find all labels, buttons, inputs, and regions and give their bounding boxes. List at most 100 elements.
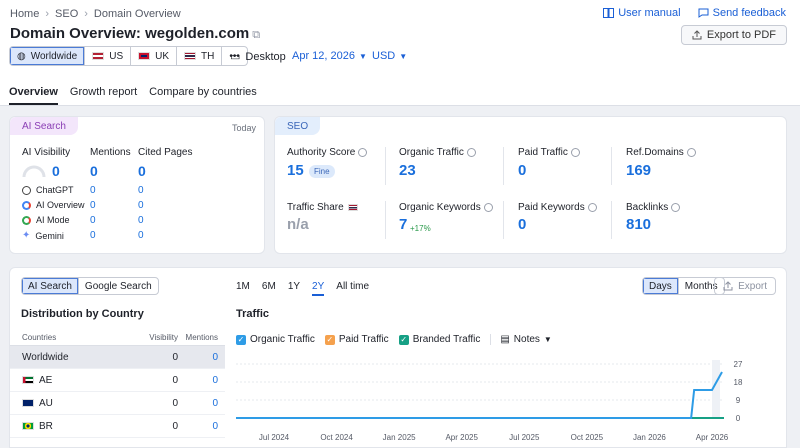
visibility-gauge: [22, 165, 46, 178]
google-icon: [22, 215, 31, 225]
legend-organic[interactable]: ✓ Organic Traffic: [236, 334, 315, 345]
tab-ai-search[interactable]: AI Search: [22, 278, 79, 294]
geo-us[interactable]: US: [85, 47, 132, 65]
info-icon[interactable]: [686, 147, 696, 157]
info-icon[interactable]: [570, 147, 580, 157]
send-feedback-link[interactable]: Send feedback: [698, 7, 786, 19]
breadcrumb-seo[interactable]: SEO: [55, 8, 79, 20]
mentions-cell[interactable]: 0: [212, 397, 218, 409]
desktop-icon: ▭: [230, 51, 241, 63]
geo-th[interactable]: TH: [177, 47, 223, 65]
paid-traffic-value[interactable]: 0: [518, 162, 527, 179]
backlinks-value[interactable]: 810: [626, 216, 652, 233]
paid-traffic-label: Paid Traffic: [518, 147, 580, 158]
info-icon[interactable]: [358, 147, 368, 157]
tab-compare-countries[interactable]: Compare by countries: [149, 86, 257, 98]
export-pdf-button[interactable]: Export to PDF: [680, 25, 787, 45]
range-6m[interactable]: 6M: [261, 281, 276, 292]
top-links: User manual Send feedback: [589, 7, 786, 21]
organic-traffic-value[interactable]: 23: [399, 162, 416, 179]
x-tick-label: Apr 2026: [696, 433, 729, 442]
ai-overview-cited[interactable]: 0: [138, 200, 144, 211]
breadcrumb-home[interactable]: Home: [10, 8, 40, 20]
traffic-share-label: Traffic Share: [287, 202, 363, 213]
ai-visibility-value[interactable]: 0: [52, 163, 60, 179]
ai-overview-mentions[interactable]: 0: [90, 200, 96, 211]
visibility-cell: 0: [172, 374, 178, 386]
organic-keywords-value[interactable]: 7: [399, 216, 408, 233]
tab-google-search[interactable]: Google Search: [84, 280, 152, 292]
range-all-time[interactable]: All time: [336, 281, 370, 292]
visibility-cell: 0: [172, 397, 178, 409]
gemini-cited[interactable]: 0: [138, 230, 144, 241]
device-select[interactable]: ▭ Desktop: [230, 50, 286, 64]
header: Home › SEO › Domain Overview Domain Overview…: [0, 0, 800, 106]
info-icon[interactable]: [466, 147, 476, 157]
authority-score-label: Authority Score: [287, 147, 368, 158]
legend-branded[interactable]: ✓ Branded Traffic: [398, 334, 481, 345]
tab-overview[interactable]: Overview: [9, 86, 58, 105]
range-1y[interactable]: 1Y: [287, 281, 301, 292]
legend-paid[interactable]: ✓ Paid Traffic: [324, 334, 389, 345]
cited-pages-label: Cited Pages: [138, 147, 193, 158]
currency-select[interactable]: USD ▼: [372, 50, 408, 62]
x-tick-label: Jul 2025: [509, 433, 540, 442]
upload-icon: [723, 281, 733, 291]
chart-legend: ✓ Organic Traffic ✓ Paid Traffic ✓ Branded …: [236, 334, 552, 345]
traffic-title: Traffic: [236, 308, 270, 320]
gemini-mentions[interactable]: 0: [90, 230, 96, 241]
paid-keywords-label: Paid Keywords: [518, 202, 597, 213]
mentions-cell[interactable]: 0: [212, 374, 218, 386]
tab-months[interactable]: Months: [684, 280, 718, 292]
distribution-title: Distribution by Country: [21, 308, 144, 320]
country-name: BR: [39, 420, 53, 432]
upload-icon: [692, 30, 702, 40]
domain-link[interactable]: wegolden.com: [145, 25, 250, 42]
country-name: AU: [39, 397, 53, 409]
header-visibility: Visibility: [149, 333, 178, 342]
range-2y[interactable]: 2Y: [312, 281, 325, 296]
table-row[interactable]: AE 0 0: [10, 369, 225, 392]
us-flag-icon: [92, 52, 105, 60]
x-tick-label: Jul 2024: [259, 433, 290, 442]
paid-keywords-value[interactable]: 0: [518, 216, 527, 233]
info-icon[interactable]: [671, 202, 681, 212]
table-row[interactable]: BR 0 0: [10, 415, 225, 438]
table-row[interactable]: AU 0 0: [10, 392, 225, 415]
header-countries: Countries: [22, 333, 57, 342]
ai-mode-mentions[interactable]: 0: [90, 215, 96, 226]
mentions-label: Mentions: [90, 147, 131, 158]
info-icon[interactable]: [587, 202, 597, 212]
ai-mode-cited[interactable]: 0: [138, 215, 144, 226]
external-link-icon[interactable]: ⧉: [252, 29, 261, 41]
range-1m[interactable]: 1M: [236, 281, 250, 292]
info-icon[interactable]: [483, 202, 493, 212]
table-row[interactable]: Worldwide 0 0: [10, 346, 225, 369]
x-tick-label: Jan 2026: [633, 433, 666, 442]
mentions-value[interactable]: 0: [90, 163, 98, 179]
chatgpt-cited[interactable]: 0: [138, 185, 144, 196]
source-gemini: ✦ Gemini: [22, 230, 64, 241]
hover-band: [712, 360, 720, 418]
more-countries-button[interactable]: •••: [229, 50, 240, 62]
export-button[interactable]: Export: [714, 277, 776, 295]
geo-uk[interactable]: UK: [131, 47, 178, 65]
tab-growth-report[interactable]: Growth report: [69, 86, 138, 98]
authority-score-value[interactable]: 15: [287, 162, 304, 179]
ref-domains-value[interactable]: 169: [626, 162, 652, 179]
mentions-cell[interactable]: 0: [212, 351, 218, 363]
notes-dropdown[interactable]: ▤ Notes ▼: [490, 334, 552, 345]
title-prefix: Domain Overview:: [10, 25, 141, 42]
geo-worldwide[interactable]: ◍ Worldwide: [10, 47, 86, 65]
gemini-icon: ✦: [22, 230, 31, 241]
chevron-down-icon: ▼: [399, 51, 408, 61]
ref-domains-label: Ref.Domains: [626, 147, 696, 158]
chatgpt-mentions[interactable]: 0: [90, 185, 96, 196]
cited-pages-value[interactable]: 0: [138, 163, 146, 179]
date-select[interactable]: Apr 12, 2026 ▼: [292, 50, 367, 62]
x-tick-label: Oct 2025: [571, 433, 604, 442]
ai-visibility-label: AI Visibility: [22, 147, 71, 158]
mentions-cell[interactable]: 0: [212, 420, 218, 432]
user-manual-link[interactable]: User manual: [603, 7, 681, 19]
tab-days[interactable]: Days: [643, 278, 679, 294]
